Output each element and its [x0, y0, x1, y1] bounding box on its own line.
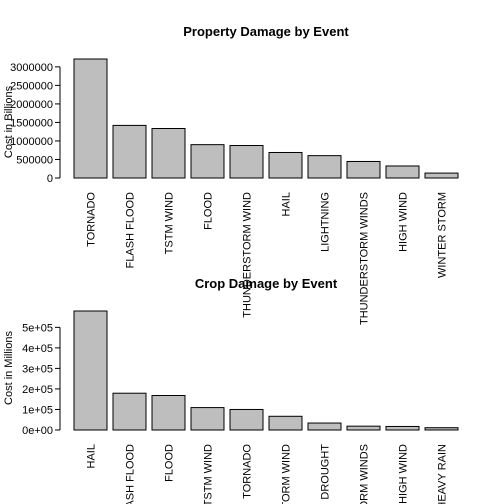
y-axis: 0e+00 1e+05 2e+05 3e+05 4e+05 5e+05: [22, 322, 61, 437]
x-tick-label: TSTM WIND: [203, 444, 215, 504]
bar: [190, 407, 225, 431]
x-tick-label: WINTER STORM: [437, 192, 449, 278]
bar: [385, 165, 420, 179]
y-axis: 0 500000 1000000 1500000 2000000 2500000 30000…: [10, 62, 61, 185]
x-tick-label: FLASH FLOOD: [125, 192, 137, 268]
y-tick-label: 0e+00: [22, 425, 53, 437]
y-tick-label: 500000: [16, 154, 53, 166]
y-tick-label: 1e+05: [22, 404, 53, 416]
y-tick-label: 2e+05: [22, 384, 53, 396]
bar: [229, 145, 264, 179]
y-tick-label: 2500000: [10, 80, 53, 92]
y-axis-label: Cost in Millions: [3, 331, 15, 405]
bar: [424, 172, 459, 179]
x-tick-label: HAIL: [86, 444, 98, 468]
x-tick-label: FLASH FLOOD: [125, 444, 137, 504]
y-axis-label: Cost in Billions: [3, 85, 15, 158]
bar: [346, 160, 381, 179]
bar: [268, 415, 303, 431]
bar: [268, 151, 303, 179]
chart-title: Property Damage by Event: [183, 24, 349, 39]
bar-series: [73, 58, 459, 179]
bar: [307, 422, 342, 431]
bar: [190, 144, 225, 179]
bar-series: [73, 310, 459, 431]
bar: [73, 58, 108, 179]
x-tick-label: TORNADO: [242, 444, 254, 499]
y-tick-label: 3000000: [10, 62, 53, 74]
x-tick-label: THUNDERSTORM WINDS: [359, 444, 371, 504]
bar: [112, 124, 147, 179]
y-tick-label: 0: [47, 173, 53, 185]
bar: [73, 310, 108, 431]
bar: [112, 392, 147, 431]
property-damage-chart: Property Damage by Event Cost in Billion…: [3, 24, 459, 325]
bar: [385, 425, 420, 431]
y-tick-label: 3e+05: [22, 363, 53, 375]
crop-damage-chart: Crop Damage by Event Cost in Millions 0e…: [3, 276, 459, 504]
x-tick-label: FLOOD: [203, 192, 215, 230]
y-tick-label: 4e+05: [22, 343, 53, 355]
chart-title: Crop Damage by Event: [195, 276, 338, 291]
x-tick-label: HAIL: [281, 192, 293, 216]
x-tick-label: DROUGHT: [320, 444, 332, 500]
x-axis-labels: HAIL FLASH FLOOD FLOOD TSTM WIND TORNADO THUN…: [86, 444, 449, 504]
x-tick-label: THUNDERSTORM WINDS: [359, 192, 371, 325]
y-tick-label: 1000000: [10, 136, 53, 148]
x-tick-label: HEAVY RAIN: [437, 444, 449, 504]
x-tick-label: HIGH WIND: [398, 444, 410, 504]
bar: [307, 155, 342, 179]
bar: [151, 128, 186, 179]
bar: [229, 408, 264, 431]
x-tick-label: LIGHTNING: [320, 192, 332, 252]
x-tick-label: HIGH WIND: [398, 192, 410, 252]
y-tick-label: 1500000: [10, 117, 53, 129]
x-tick-label: FLOOD: [164, 444, 176, 482]
bar: [151, 394, 186, 431]
y-tick-label: 2000000: [10, 99, 53, 111]
x-tick-label: THUNDERSTORM WIND: [281, 444, 293, 504]
x-tick-label: TORNADO: [86, 192, 98, 247]
x-tick-label: TSTM WIND: [164, 192, 176, 254]
x-axis-labels: TORNADO FLASH FLOOD TSTM WIND FLOOD THUNDERS…: [86, 192, 449, 325]
bar: [346, 425, 381, 431]
y-tick-label: 5e+05: [22, 322, 53, 334]
bar: [424, 427, 459, 431]
x-tick-label: THUNDERSTORM WIND: [242, 192, 254, 318]
